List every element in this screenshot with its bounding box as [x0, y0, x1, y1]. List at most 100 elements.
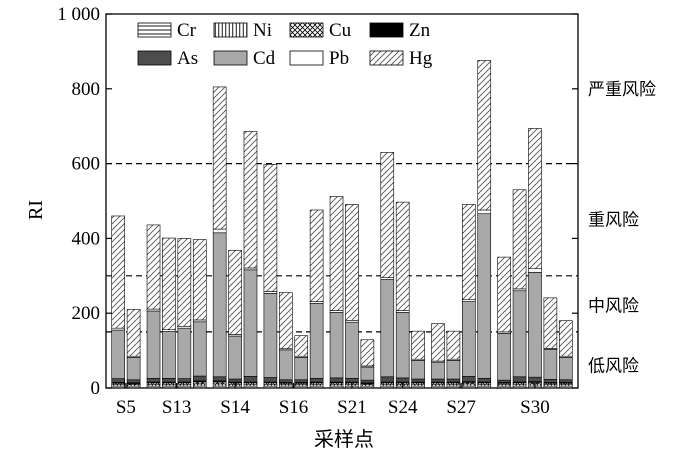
bar-segment-cd — [360, 366, 375, 381]
bar-segment-cd — [462, 301, 476, 377]
bar-segment-pb — [528, 268, 542, 273]
bar-segment-pb — [212, 228, 227, 234]
bar-segment-cd — [212, 232, 227, 378]
bar-segment-cd — [446, 360, 461, 380]
bar-segment-ni — [212, 383, 227, 387]
bar-segment-cd — [177, 327, 192, 379]
bar-segment-cd — [263, 293, 278, 378]
bar-segment-cd — [411, 360, 425, 380]
x-tick-label: S27 — [446, 397, 476, 418]
bar-segment-hg — [360, 339, 375, 367]
legend-swatch-pb — [289, 50, 324, 66]
bar-segment-as — [497, 379, 511, 383]
y-axis-title: RI — [25, 200, 47, 220]
y-tick-label: 1 000 — [57, 4, 100, 25]
bar-segment-as — [462, 376, 476, 382]
bar-segment-as — [380, 376, 395, 383]
x-tick-label: S16 — [279, 397, 309, 418]
bar-segment-as — [411, 378, 425, 383]
legend-label-hg: Hg — [409, 48, 433, 69]
bar-segment-as — [177, 378, 192, 383]
bar-segment-as — [212, 376, 227, 382]
bar-segment-cd — [192, 321, 207, 377]
legend-swatch-ni — [213, 22, 248, 38]
bar-segment-cd — [558, 357, 573, 381]
x-tick-label: S21 — [337, 397, 367, 418]
bar-segment-as — [263, 377, 278, 383]
bar-segment-hg — [329, 196, 344, 311]
bar-segment-as — [543, 379, 558, 383]
bar-segment-cd — [528, 272, 542, 378]
bar-segment-cd — [228, 335, 242, 380]
legend-label-cd: Cd — [253, 48, 276, 69]
bar-segment-hg — [345, 204, 359, 321]
bar-segment-as — [111, 378, 126, 383]
bar-segment-cd — [243, 269, 258, 377]
bar-segment-cd — [477, 213, 492, 379]
bar-segment-as — [395, 377, 410, 383]
bar-segment-cd — [497, 333, 511, 381]
y-tick-label: 200 — [72, 303, 101, 324]
bar-segment-hg — [528, 128, 542, 269]
bar-segment-cd — [126, 357, 141, 381]
bar-segment-as — [345, 377, 359, 383]
legend-swatch-zn — [369, 22, 404, 38]
bar-segment-hg — [309, 209, 324, 302]
bar-segment-as — [243, 376, 258, 383]
bar-segment-as — [431, 378, 445, 383]
bar-segment-as — [528, 376, 542, 382]
y-tick-label: 600 — [72, 154, 101, 175]
bar-segment-hg — [263, 164, 278, 292]
bar-segment-hg — [212, 86, 227, 230]
bar-segment-hg — [146, 224, 161, 310]
y-tick-label: 800 — [72, 79, 101, 100]
legend-label-cr: Cr — [177, 20, 197, 41]
bar-segment-as — [228, 378, 242, 383]
bar-segment-hg — [411, 330, 425, 360]
bar-segment-cd — [329, 312, 344, 379]
bar-segment-hg — [228, 250, 242, 335]
bar-segment-hg — [192, 239, 207, 321]
risk-zone-label: 低风险 — [588, 357, 639, 377]
bar-segment-hg — [126, 309, 141, 357]
bar-segment-hg — [446, 330, 461, 360]
bar-segment-cd — [380, 279, 395, 378]
bar-segment-as — [146, 377, 161, 383]
bar-segment-hg — [512, 189, 527, 290]
bar-segment-hg — [497, 256, 511, 333]
legend-label-cu: Cu — [329, 20, 352, 41]
bar-segment-hg — [111, 215, 126, 329]
bar-segment-as — [162, 377, 176, 383]
bar-segment-as — [192, 375, 207, 382]
bar-segment-cd — [111, 329, 126, 379]
bar-segment-hg — [279, 292, 293, 350]
bar-segment-hg — [431, 323, 445, 362]
x-axis-title: 采样点 — [314, 428, 374, 451]
bar-segment-as — [309, 377, 324, 383]
bar-segment-as — [329, 377, 344, 383]
risk-zone-label: 中风险 — [588, 297, 639, 317]
bar-segment-as — [512, 376, 527, 383]
bar-segment-cd — [162, 331, 176, 379]
bar-segment-as — [294, 379, 309, 383]
x-tick-label: S30 — [520, 397, 550, 418]
x-tick-label: S24 — [388, 397, 418, 418]
legend-label-pb: Pb — [329, 48, 349, 69]
bar-segment-hg — [380, 152, 395, 278]
legend-swatch-cu — [289, 22, 324, 38]
risk-zone-label: 重风险 — [588, 211, 639, 231]
bar-segment-cd — [279, 349, 293, 381]
bar-segment-ni — [192, 383, 207, 387]
bar-segment-cd — [146, 310, 161, 379]
y-tick-label: 400 — [72, 228, 101, 249]
plot-frame — [105, 13, 579, 389]
bar-segment-as — [279, 379, 293, 383]
bar-segment-hg — [177, 238, 192, 327]
bar-segment-hg — [243, 131, 258, 269]
bar-segment-cd — [345, 321, 359, 379]
legend-swatch-cd — [213, 50, 248, 66]
bar-segment-as — [558, 379, 573, 383]
x-tick-label: S13 — [162, 397, 192, 418]
bar-segment-hg — [162, 237, 176, 330]
